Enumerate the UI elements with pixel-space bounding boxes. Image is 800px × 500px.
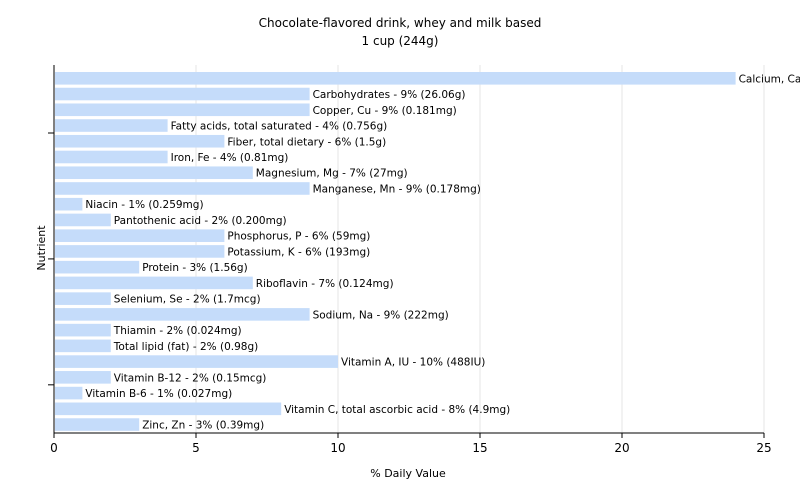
axes: 0 5 10 15 20 25 bbox=[48, 65, 772, 455]
bar-label: Protein - 3% (1.56g) bbox=[142, 262, 248, 274]
bar-label: Fiber, total dietary - 6% (1.5g) bbox=[227, 136, 386, 148]
bar-label: Vitamin B-6 - 1% (0.027mg) bbox=[85, 388, 232, 400]
bar bbox=[55, 292, 111, 305]
bar-label: Zinc, Zn - 3% (0.39mg) bbox=[142, 420, 264, 432]
bar-label: Copper, Cu - 9% (0.181mg) bbox=[313, 105, 457, 117]
bar bbox=[55, 245, 225, 258]
bar-label: Calcium, Ca - 24% (244mg) bbox=[739, 73, 800, 85]
bar bbox=[55, 418, 140, 431]
bar bbox=[55, 103, 310, 117]
bar bbox=[55, 213, 111, 227]
bar bbox=[55, 355, 338, 368]
bar-label: Sodium, Na - 9% (222mg) bbox=[313, 309, 449, 321]
bar bbox=[55, 87, 310, 101]
bar-label: Manganese, Mn - 9% (0.178mg) bbox=[313, 183, 481, 195]
bar-label: Selenium, Se - 2% (1.7mcg) bbox=[114, 294, 261, 306]
bar-label: Iron, Fe - 4% (0.81mg) bbox=[171, 152, 289, 164]
bar-label: Niacin - 1% (0.259mg) bbox=[85, 199, 203, 211]
bar bbox=[55, 260, 140, 274]
bar bbox=[55, 371, 111, 384]
bar-label: Fatty acids, total saturated - 4% (0.756… bbox=[171, 121, 388, 133]
x-tick-label: 20 bbox=[614, 441, 629, 455]
bar bbox=[55, 308, 310, 321]
bar bbox=[55, 134, 225, 148]
bar bbox=[55, 386, 83, 400]
bar bbox=[55, 197, 83, 211]
bar bbox=[55, 323, 111, 337]
bar-label: Pantothenic acid - 2% (0.200mg) bbox=[114, 215, 287, 227]
x-tick-label: 10 bbox=[330, 441, 345, 455]
bar bbox=[55, 229, 225, 242]
bar-label: Vitamin A, IU - 10% (488IU) bbox=[341, 357, 485, 369]
bar bbox=[55, 182, 310, 195]
bar-label: Vitamin C, total ascorbic acid - 8% (4.9… bbox=[284, 404, 510, 416]
x-tick-label: 0 bbox=[50, 441, 58, 455]
bar bbox=[55, 150, 168, 164]
y-axis-title: Nutrient bbox=[35, 225, 48, 271]
gridlines bbox=[195, 65, 765, 433]
bars-group: Calcium, Ca - 24% (244mg) Carbohydrates -… bbox=[55, 72, 800, 432]
bar-label: Vitamin B-12 - 2% (0.15mcg) bbox=[114, 372, 267, 384]
x-axis-title: % Daily Value bbox=[370, 467, 446, 480]
bar-label: Magnesium, Mg - 7% (27mg) bbox=[256, 168, 408, 180]
bar-label: Carbohydrates - 9% (26.06g) bbox=[313, 89, 466, 101]
bar-label: Total lipid (fat) - 2% (0.98g) bbox=[113, 341, 258, 353]
chart-title: Chocolate-flavored drink, whey and milk … bbox=[259, 16, 542, 30]
bar-label: Potassium, K - 6% (193mg) bbox=[227, 246, 370, 258]
bar bbox=[55, 119, 168, 132]
bar bbox=[55, 72, 736, 85]
x-tick-label: 15 bbox=[472, 441, 487, 455]
bar-label: Phosphorus, P - 6% (59mg) bbox=[227, 231, 370, 243]
bar bbox=[55, 339, 111, 353]
bar-label: Riboflavin - 7% (0.124mg) bbox=[256, 278, 394, 290]
bar-label: Thiamin - 2% (0.024mg) bbox=[113, 325, 242, 337]
x-tick-label: 25 bbox=[756, 441, 771, 455]
bar bbox=[55, 276, 253, 290]
chart-subtitle: 1 cup (244g) bbox=[362, 34, 439, 48]
bar bbox=[55, 402, 282, 416]
x-tick-label: 5 bbox=[192, 441, 200, 455]
bar bbox=[55, 166, 253, 180]
